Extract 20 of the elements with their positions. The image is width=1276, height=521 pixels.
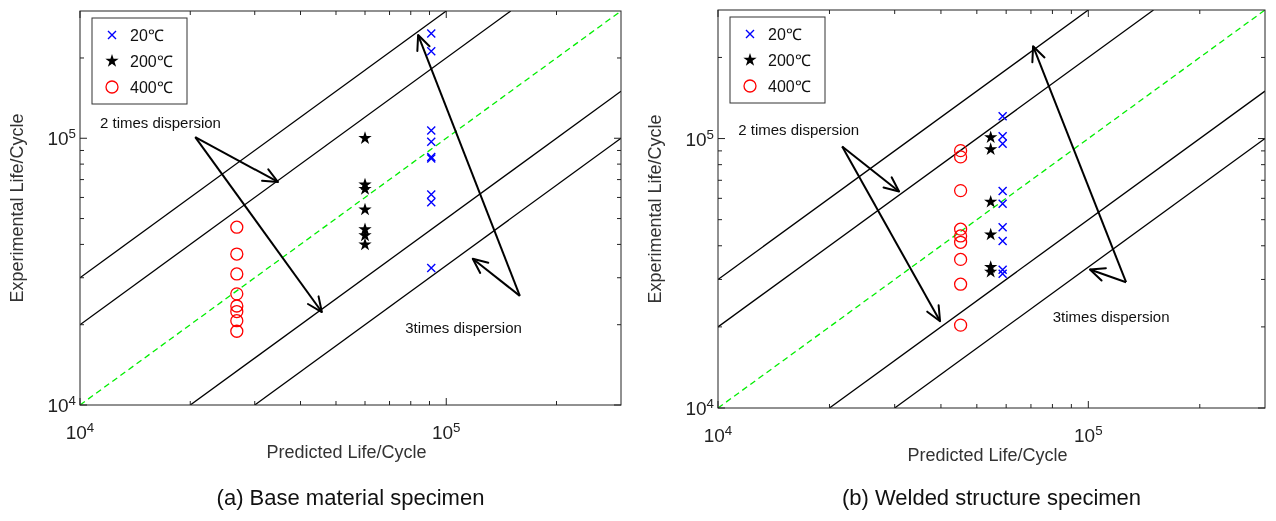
x-tick-label: 10$^{4}$ [65,419,95,443]
x-axis-title: Predicted Life/Cycle [907,445,1068,465]
x-tick-label: 10$^{5}$ [431,419,461,443]
y-axis-title: Experimental Life/Cycle [645,114,665,304]
text: (b) Welded structure specimen [841,485,1142,510]
annotation: 3times dispersion [405,318,522,336]
legend-label: 400℃ [768,78,811,95]
annotation: 3times dispersion [1052,308,1170,326]
annotation: 2 times dispersion [738,121,860,139]
legend-label: 200℃ [768,52,811,69]
x-tick-label: 10$^{5}$ [1074,422,1103,446]
legend-label: 400℃ [130,79,173,96]
y-axis-title: Experimental Life/Cycle [7,113,27,303]
legend-label: 20℃ [130,27,164,44]
x-tick-label: 10$^{4}$ [703,422,733,446]
text: (a) Base material specimen [216,485,485,510]
x-axis-title: Predicted Life/Cycle [266,442,427,462]
legend-label: 20℃ [768,26,802,43]
legend-label: 200℃ [130,53,173,70]
annotation: 2 times dispersion [100,114,221,132]
